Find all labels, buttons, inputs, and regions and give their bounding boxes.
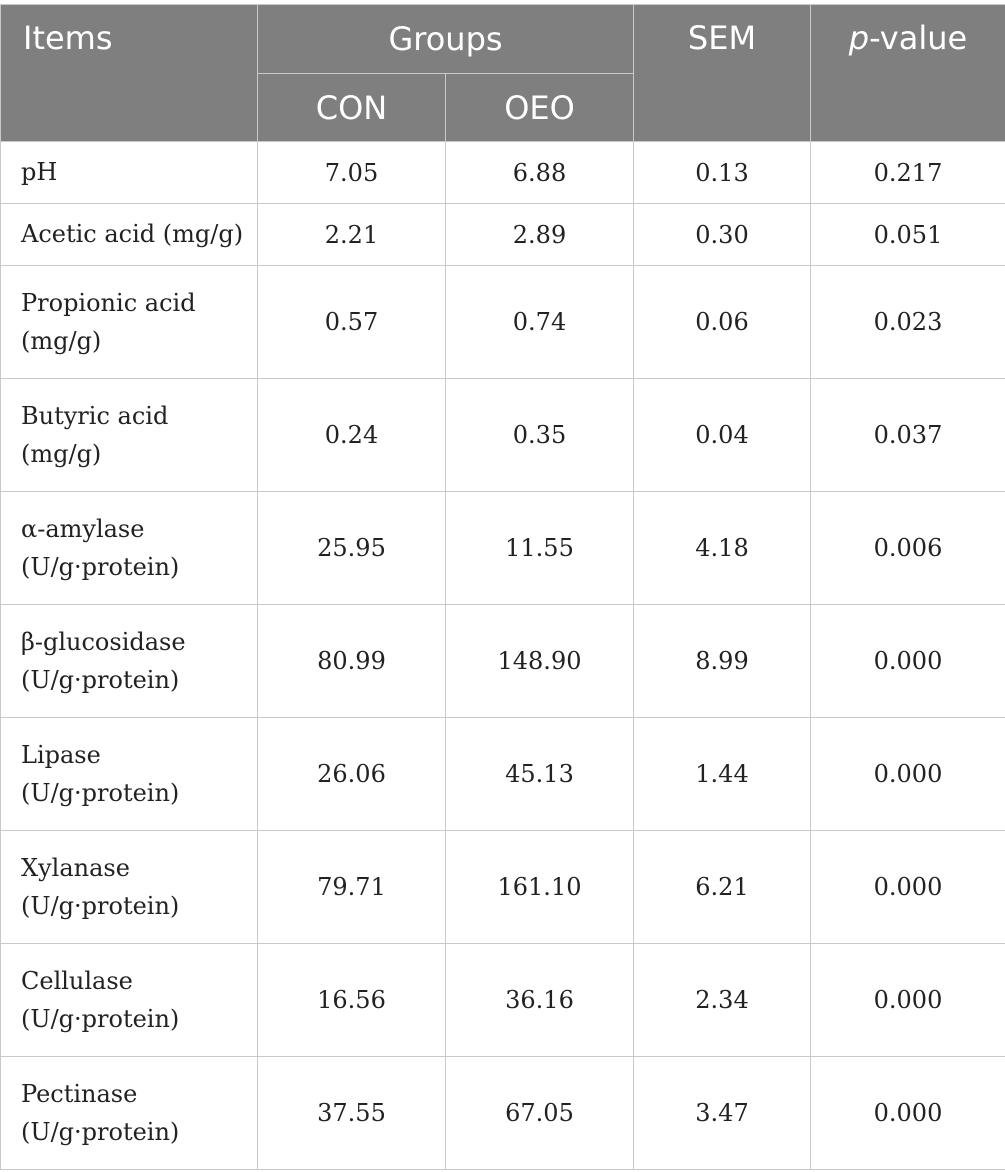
sem-value: 0.06 xyxy=(633,265,811,379)
con-value: 0.24 xyxy=(257,378,446,492)
con-value: 25.95 xyxy=(257,491,446,605)
table-row: Xylanase (U/g·protein) 79.71 161.10 6.21 0.00… xyxy=(0,830,1005,944)
item-cell: Cellulase (U/g·protein) xyxy=(0,943,258,1057)
table-row: Cellulase (U/g·protein) 16.56 36.16 2.34 0.00… xyxy=(0,943,1005,1057)
pvalue-value: 0.023 xyxy=(810,265,1005,379)
item-label-line2: (U/g·protein) xyxy=(21,1005,180,1033)
sem-value: 1.44 xyxy=(633,717,811,831)
data-table: Items Groups SEM p-value CON OEO pH 7.05 6… xyxy=(0,4,1005,1170)
pvalue-value: 0.000 xyxy=(810,943,1005,1057)
sem-value: 3.47 xyxy=(633,1056,811,1170)
item-cell: β-glucosidase (U/g·protein) xyxy=(0,604,258,718)
item-cell: α-amylase (U/g·protein) xyxy=(0,491,258,605)
table-row: Pectinase (U/g·protein) 37.55 67.05 3.47 0.00… xyxy=(0,1056,1005,1170)
sem-value: 2.34 xyxy=(633,943,811,1057)
header-pvalue-rest: -value xyxy=(869,19,968,57)
item-label-line2: (U/g·protein) xyxy=(21,892,180,920)
pvalue-value: 0.000 xyxy=(810,1056,1005,1170)
item-label-line1: Butyric acid xyxy=(21,402,169,430)
header-pvalue: p-value xyxy=(810,4,1005,142)
oeo-value: 11.55 xyxy=(445,491,634,605)
oeo-value: 0.74 xyxy=(445,265,634,379)
item-label-line1: Cellulase xyxy=(21,967,133,995)
item-label-line1: Lipase xyxy=(21,741,101,769)
con-value: 2.21 xyxy=(257,203,446,266)
pvalue-value: 0.006 xyxy=(810,491,1005,605)
table-header: Items Groups SEM p-value CON OEO xyxy=(0,4,1005,142)
item-label-line2: (mg/g) xyxy=(21,440,102,468)
sem-value: 0.04 xyxy=(633,378,811,492)
pvalue-value: 0.000 xyxy=(810,604,1005,718)
table-row: Lipase (U/g·protein) 26.06 45.13 1.44 0.000 xyxy=(0,717,1005,831)
oeo-value: 36.16 xyxy=(445,943,634,1057)
pvalue-value: 0.037 xyxy=(810,378,1005,492)
header-sem: SEM xyxy=(633,4,811,142)
header-row-top: Items Groups SEM p-value xyxy=(0,4,1005,142)
item-label-line1: Acetic acid (mg/g) xyxy=(21,220,244,249)
con-value: 80.99 xyxy=(257,604,446,718)
con-value: 37.55 xyxy=(257,1056,446,1170)
table-body: pH 7.05 6.88 0.13 0.217 Acetic acid (mg/g) 2.2… xyxy=(0,141,1005,1170)
item-cell: Xylanase (U/g·protein) xyxy=(0,830,258,944)
item-label-line1: Xylanase xyxy=(21,854,130,882)
header-pvalue-italic: p xyxy=(848,19,870,57)
con-value: 79.71 xyxy=(257,830,446,944)
con-value: 16.56 xyxy=(257,943,446,1057)
sem-value: 4.18 xyxy=(633,491,811,605)
item-cell: Pectinase (U/g·protein) xyxy=(0,1056,258,1170)
pvalue-value: 0.000 xyxy=(810,830,1005,944)
table-row: β-glucosidase (U/g·protein) 80.99 148.90 8.9… xyxy=(0,604,1005,718)
con-value: 7.05 xyxy=(257,141,446,204)
table-row: pH 7.05 6.88 0.13 0.217 xyxy=(0,141,1005,204)
item-cell: Butyric acid (mg/g) xyxy=(0,378,258,492)
item-label-line1: α-amylase xyxy=(21,515,145,543)
item-label-line2: (U/g·protein) xyxy=(21,1118,180,1146)
item-label-line1: Propionic acid xyxy=(21,289,196,317)
oeo-value: 67.05 xyxy=(445,1056,634,1170)
sem-value: 8.99 xyxy=(633,604,811,718)
oeo-value: 2.89 xyxy=(445,203,634,266)
oeo-value: 0.35 xyxy=(445,378,634,492)
item-label-line2: (U/g·protein) xyxy=(21,779,180,807)
header-items: Items xyxy=(0,4,258,142)
item-cell: Lipase (U/g·protein) xyxy=(0,717,258,831)
pvalue-value: 0.000 xyxy=(810,717,1005,831)
item-cell: Acetic acid (mg/g) xyxy=(0,203,258,266)
item-label-line2: (U/g·protein) xyxy=(21,666,180,694)
oeo-value: 148.90 xyxy=(445,604,634,718)
header-groups: Groups xyxy=(257,4,634,74)
item-label-line1: Pectinase xyxy=(21,1080,138,1108)
header-row-bottom: CON OEO xyxy=(1,73,1005,142)
item-cell: Propionic acid (mg/g) xyxy=(0,265,258,379)
header-oeo: OEO xyxy=(445,73,634,142)
sem-value: 0.13 xyxy=(633,141,811,204)
item-label-line1: β-glucosidase xyxy=(21,628,186,656)
item-label-line1: pH xyxy=(21,158,58,187)
table-row: Butyric acid (mg/g) 0.24 0.35 0.04 0.037 xyxy=(0,378,1005,492)
header-con: CON xyxy=(257,73,446,142)
table-row: Propionic acid (mg/g) 0.57 0.74 0.06 0.023 xyxy=(0,265,1005,379)
pvalue-value: 0.217 xyxy=(810,141,1005,204)
con-value: 26.06 xyxy=(257,717,446,831)
oeo-value: 161.10 xyxy=(445,830,634,944)
table-row: α-amylase (U/g·protein) 25.95 11.55 4.18 0.00… xyxy=(0,491,1005,605)
oeo-value: 45.13 xyxy=(445,717,634,831)
sem-value: 6.21 xyxy=(633,830,811,944)
item-label-line2: (mg/g) xyxy=(21,327,102,355)
table-row: Acetic acid (mg/g) 2.21 2.89 0.30 0.051 xyxy=(0,203,1005,266)
sem-value: 0.30 xyxy=(633,203,811,266)
pvalue-value: 0.051 xyxy=(810,203,1005,266)
item-label-line2: (U/g·protein) xyxy=(21,553,180,581)
item-cell: pH xyxy=(0,141,258,204)
oeo-value: 6.88 xyxy=(445,141,634,204)
con-value: 0.57 xyxy=(257,265,446,379)
